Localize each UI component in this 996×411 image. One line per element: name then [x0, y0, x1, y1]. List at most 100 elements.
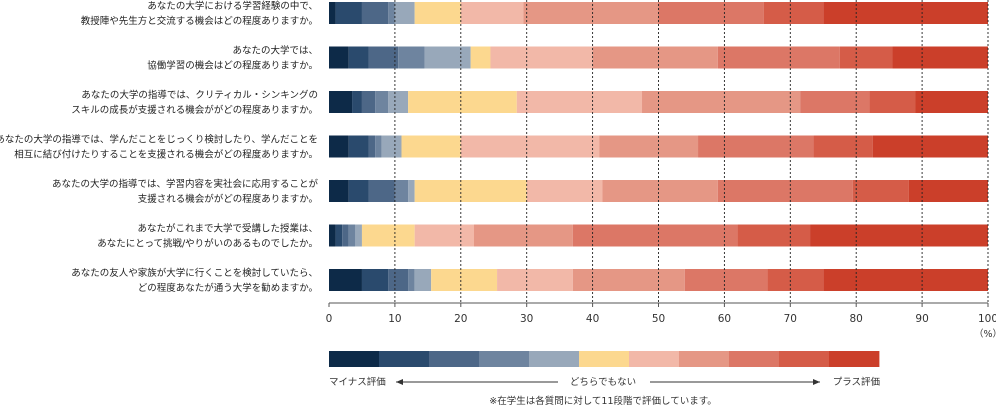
- bar-segment-6-2: [335, 224, 343, 247]
- bar-segment-6-10: [737, 224, 811, 247]
- x-tick-label: 0: [326, 313, 333, 325]
- bar-segment-4-8: [599, 135, 699, 158]
- category-label: 協働学習の機会はどの程度ありますか。: [147, 60, 318, 72]
- legend-arrows: [396, 379, 820, 385]
- bar-segment-4-4: [375, 135, 382, 158]
- bar-segment-7-8: [572, 269, 685, 291]
- category-label: あなたの友人や家族が大学に行くことを検討していたら、: [71, 267, 318, 279]
- category-labels: あなたの大学における学習経験の中で、教授陣や先生方と交流する機会はどの程度ありま…: [0, 0, 318, 294]
- arrow-left-head: [396, 379, 403, 385]
- bar-segment-6-6: [361, 224, 415, 247]
- bar-segment-2-10: [839, 46, 893, 69]
- bar-segment-1-4: [388, 2, 395, 24]
- bar-segment-7-3: [388, 269, 409, 291]
- bar-segment-4-10: [813, 135, 873, 158]
- bar-segment-5-1: [329, 180, 349, 202]
- bar-segment-3-10: [869, 91, 916, 113]
- bar-segment-4-6: [401, 135, 461, 158]
- category-label: あなたの大学の指導では、クリティカル・シンキングの: [81, 89, 318, 101]
- bar-segment-2-3: [368, 46, 399, 69]
- legend-swatch-10: [779, 351, 830, 367]
- category-label: あなたの大学の指導では、学習内容を実社会に応用することが: [52, 178, 319, 190]
- bar-segment-7-4: [408, 269, 415, 291]
- legend-swatch-5: [529, 351, 580, 367]
- bar-segment-4-1: [329, 135, 349, 158]
- legend-swatch-3: [429, 351, 480, 367]
- legend-swatch-4: [479, 351, 530, 367]
- x-tick-label: 80: [850, 313, 863, 325]
- legend-neutral-label: どちらでもない: [570, 377, 636, 388]
- bar-segment-4-5: [381, 135, 402, 158]
- category-label: 相互に結び付けたりすることを支援される機会がどの程度ありますか。: [14, 149, 318, 161]
- bar-segment-2-2: [348, 46, 369, 69]
- bar-segment-2-7: [490, 46, 593, 69]
- legend-positive-label: プラス評価: [833, 376, 881, 388]
- bar-segment-6-7: [414, 224, 474, 247]
- bar-segment-4-3: [368, 135, 376, 158]
- bar-segment-3-11: [915, 91, 988, 113]
- x-tick-label: 70: [784, 313, 797, 325]
- legend-swatch-7: [629, 351, 680, 367]
- bar-segment-2-5: [424, 46, 471, 69]
- legend-swatch-9: [729, 351, 780, 367]
- bar-segment-2-11: [892, 46, 988, 69]
- x-tick-label: 40: [586, 313, 599, 325]
- legend-swatch-11: [829, 351, 880, 367]
- bar-segment-7-10: [767, 269, 824, 291]
- bar-segment-3-9: [800, 91, 870, 113]
- bar-segment-6-8: [473, 224, 573, 247]
- x-tick-label: 90: [915, 313, 928, 325]
- bar-segment-5-5: [408, 180, 415, 202]
- bar-segment-1-6: [414, 2, 461, 24]
- bar-segment-5-11: [908, 180, 988, 202]
- bar-segment-3-5: [388, 91, 409, 113]
- category-label: 支援される機会ががどの程度ありますか。: [138, 193, 318, 205]
- x-tick-label: 100: [978, 313, 996, 325]
- bar-segment-7-5: [414, 269, 432, 291]
- legend-swatch-6: [579, 351, 630, 367]
- bar-segment-5-4: [394, 180, 409, 202]
- category-label: どの程度あなたが通う大学を勧めますか。: [138, 282, 318, 294]
- category-label: スキルの成長が支援される機会ががどの程度ありますか。: [71, 104, 318, 116]
- x-tick-label: 50: [652, 313, 665, 325]
- bar-segment-2-9: [717, 46, 840, 69]
- bar-segment-4-9: [698, 135, 814, 158]
- category-label: あなたがこれまで大学で受講した授業は、: [137, 223, 318, 235]
- x-tick-label: 60: [718, 313, 731, 325]
- bar-segment-1-9: [658, 2, 764, 24]
- bar-segment-5-6: [414, 180, 527, 202]
- bar-segment-3-6: [408, 91, 517, 113]
- legend-swatch-2: [379, 351, 430, 367]
- gridlines: [394, 0, 989, 303]
- bar-segment-6-5: [355, 224, 362, 247]
- bar-segment-2-6: [470, 46, 491, 69]
- bar-segment-7-6: [431, 269, 498, 291]
- legend-negative-label: マイナス評価: [329, 376, 386, 388]
- bar-segment-1-11: [823, 2, 988, 24]
- bar-segment-1-10: [763, 2, 824, 24]
- unit-label: （%）: [974, 328, 996, 340]
- bar-segment-1-7: [460, 2, 524, 24]
- bar-segment-3-2: [352, 91, 362, 113]
- bar-segment-5-2: [348, 180, 369, 202]
- category-label: あなたにとって挑戦/やりがいのあるものでしたか。: [97, 238, 318, 250]
- bar-segment-5-8: [602, 180, 718, 202]
- category-label: あなたの大学では、: [232, 45, 318, 57]
- bar-segment-1-3: [361, 2, 389, 24]
- bar-segment-1-2: [335, 2, 362, 24]
- category-label: あなたの大学における学習経験の中で、: [147, 0, 318, 12]
- bar-segment-6-4: [348, 224, 356, 247]
- bar-segment-6-3: [342, 224, 349, 247]
- bar-segment-2-1: [329, 46, 349, 69]
- bar-segment-1-8: [523, 2, 659, 24]
- arrow-right-head: [813, 379, 820, 385]
- bar-segment-1-1: [329, 2, 336, 24]
- bar-segment-3-7: [516, 91, 643, 113]
- bar-segment-5-10: [852, 180, 909, 202]
- legend-swatch-1: [329, 351, 380, 367]
- x-tick-label: 30: [520, 313, 533, 325]
- bar-segment-2-8: [592, 46, 718, 69]
- bar-segment-3-1: [329, 91, 353, 113]
- bar-segment-5-9: [717, 180, 853, 202]
